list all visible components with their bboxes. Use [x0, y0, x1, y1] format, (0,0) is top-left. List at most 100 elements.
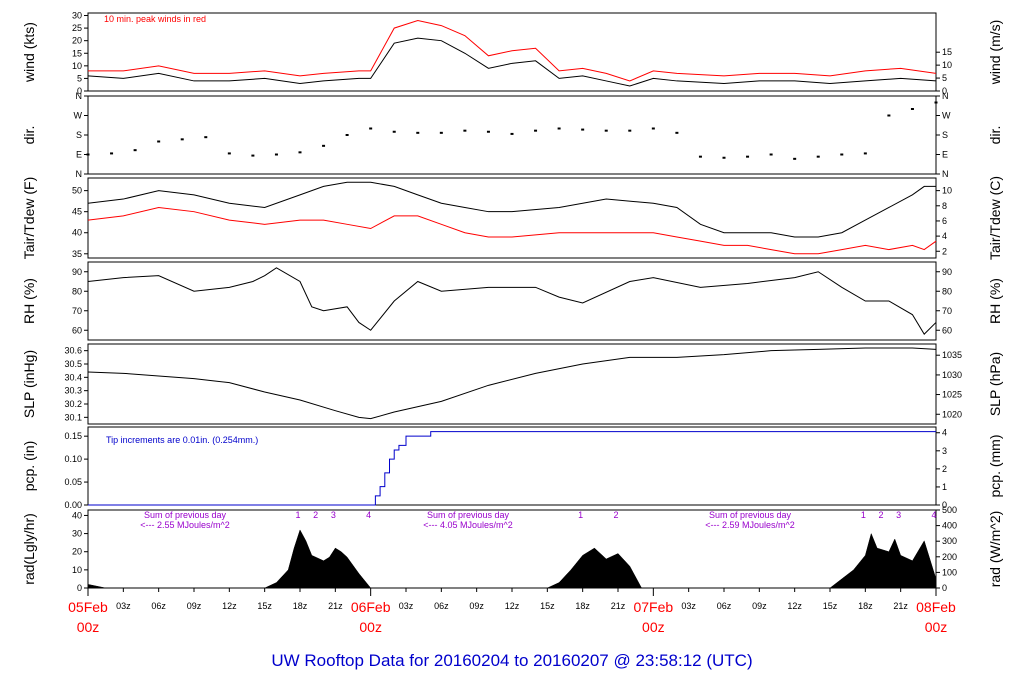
temp-left-axis-title: Tair/Tdew (F) [21, 177, 37, 259]
day-hour-label: 00z [925, 619, 948, 635]
hour-tick-label: 09z [752, 601, 767, 611]
data-series [86, 20, 938, 589]
wind-series-line [88, 20, 937, 82]
rad-left-tick-label: 20 [72, 547, 82, 557]
rad-hour-mark: 3 [331, 510, 336, 520]
day-date-label: 06Feb [351, 599, 391, 615]
pcp-left-axis-title: pcp. (in) [21, 441, 37, 492]
temp-series-line [87, 206, 937, 255]
dir-point [416, 131, 420, 134]
rad-left-tick-label: 40 [72, 510, 82, 520]
wind-right-tick-label: 15 [942, 47, 952, 57]
hour-tick-label: 06z [151, 601, 166, 611]
temp-left-tick-label: 45 [72, 207, 82, 217]
rad-left-axis-title: rad(Lgly/hr) [21, 513, 37, 585]
dir-point [251, 154, 255, 157]
slp-right-tick-label: 1035 [942, 350, 962, 360]
rad-day-sum-title: Sum of previous day [427, 510, 510, 520]
slp-left-tick-label: 30.4 [64, 372, 82, 382]
dir-left-tick-label: E [76, 150, 82, 160]
pcp-left-tick-label: 0.15 [64, 431, 82, 441]
dir-point [369, 127, 373, 130]
rh-right-tick-label: 70 [942, 306, 952, 316]
wind-right-tick-label: 10 [942, 60, 952, 70]
hour-tick-label: 09z [469, 601, 484, 611]
slp-left-tick-label: 30.3 [64, 386, 82, 396]
day-date-label: 07Feb [633, 599, 673, 615]
rad-hour-mark: 3 [896, 510, 901, 520]
dir-point [628, 129, 632, 132]
temp-right-tick-label: 8 [942, 201, 947, 211]
hour-tick-label: 06z [717, 601, 732, 611]
rh-right-tick-label: 90 [942, 267, 952, 277]
day-date-label: 08Feb [916, 599, 956, 615]
dir-point [110, 152, 114, 155]
pcp-left-tick-label: 0.00 [64, 500, 82, 510]
dir-point [227, 152, 231, 155]
temp-right-tick-label: 6 [942, 216, 947, 226]
dir-point [204, 136, 208, 139]
page-title: UW Rooftop Data for 20160204 to 20160207… [271, 651, 752, 670]
hour-tick-label: 12z [505, 601, 520, 611]
wind-left-tick-label: 30 [72, 11, 82, 21]
pcp-right-axis-title: pcp. (mm) [987, 435, 1003, 498]
slp-series-line [87, 347, 937, 420]
panel-frames [84, 12, 940, 589]
hour-tick-label: 18z [858, 601, 873, 611]
wind-left-tick-label: 0 [77, 86, 82, 96]
slp-right-tick-label: 1025 [942, 390, 962, 400]
rad-right-tick-label: 500 [942, 505, 957, 515]
wind-peak-note: 10 min. peak winds in red [104, 14, 206, 24]
dir-left-tick-label: N [76, 91, 83, 101]
rad-left-tick-label: 30 [72, 529, 82, 539]
temp-left-tick-label: 40 [72, 228, 82, 238]
dir-left-axis-title: dir. [21, 126, 37, 145]
time-axis: 05Feb 00z 03z 06z 09z 12z 15z 18z 21z 06Feb 00z 03z… [68, 588, 956, 635]
dir-point [180, 138, 184, 141]
dir-point [651, 127, 655, 130]
dir-left-tick-label: N [76, 169, 83, 179]
hour-tick-label: 18z [575, 601, 590, 611]
dir-point [557, 127, 561, 130]
hour-tick-label: 09z [187, 601, 202, 611]
rad-right-tick-label: 300 [942, 536, 957, 546]
wind-panel-frame [87, 12, 937, 92]
pcp-right-tick-label: 1 [942, 482, 947, 492]
rad-left-tick-label: 10 [72, 565, 82, 575]
hour-tick-label: 21z [328, 601, 343, 611]
rh-left-tick-label: 70 [72, 306, 82, 316]
rh-right-axis-title: RH (%) [987, 278, 1003, 324]
dir-point [274, 153, 278, 156]
dir-point [863, 152, 867, 155]
rh-right-tick-label: 80 [942, 286, 952, 296]
rad-left-tick-label: 0 [77, 583, 82, 593]
dir-right-tick-label: N [942, 169, 949, 179]
dir-point [840, 153, 844, 156]
wind-left-tick-label: 25 [72, 23, 82, 33]
dir-point [392, 130, 396, 133]
dir-point [581, 128, 585, 131]
rad-hour-mark: 2 [878, 510, 883, 520]
temp-right-tick-label: 4 [942, 231, 947, 241]
temp-right-axis-title: Tair/Tdew (C) [987, 176, 1003, 260]
dir-point [345, 134, 349, 136]
dir-left-tick-label: W [74, 111, 83, 121]
dir-point [934, 101, 938, 104]
pcp-right-tick-label: 0 [942, 500, 947, 510]
rad-right-tick-label: 400 [942, 521, 957, 531]
wind-left-axis-title: wind (kts) [21, 22, 37, 83]
dir-point [722, 156, 726, 159]
slp-left-tick-label: 30.2 [64, 399, 82, 409]
dir-point [793, 157, 797, 160]
wind-right-tick-label: 5 [942, 73, 947, 83]
slp-left-tick-label: 30.5 [64, 359, 82, 369]
wind-right-axis-title: wind (m/s) [987, 20, 1003, 86]
dir-right-tick-label: E [942, 150, 948, 160]
rad-right-tick-label: 200 [942, 552, 957, 562]
hour-tick-label: 21z [893, 601, 908, 611]
day-hour-label: 00z [359, 619, 382, 635]
hour-tick-label: 21z [611, 601, 626, 611]
rad-right-tick-label: 0 [942, 583, 947, 593]
